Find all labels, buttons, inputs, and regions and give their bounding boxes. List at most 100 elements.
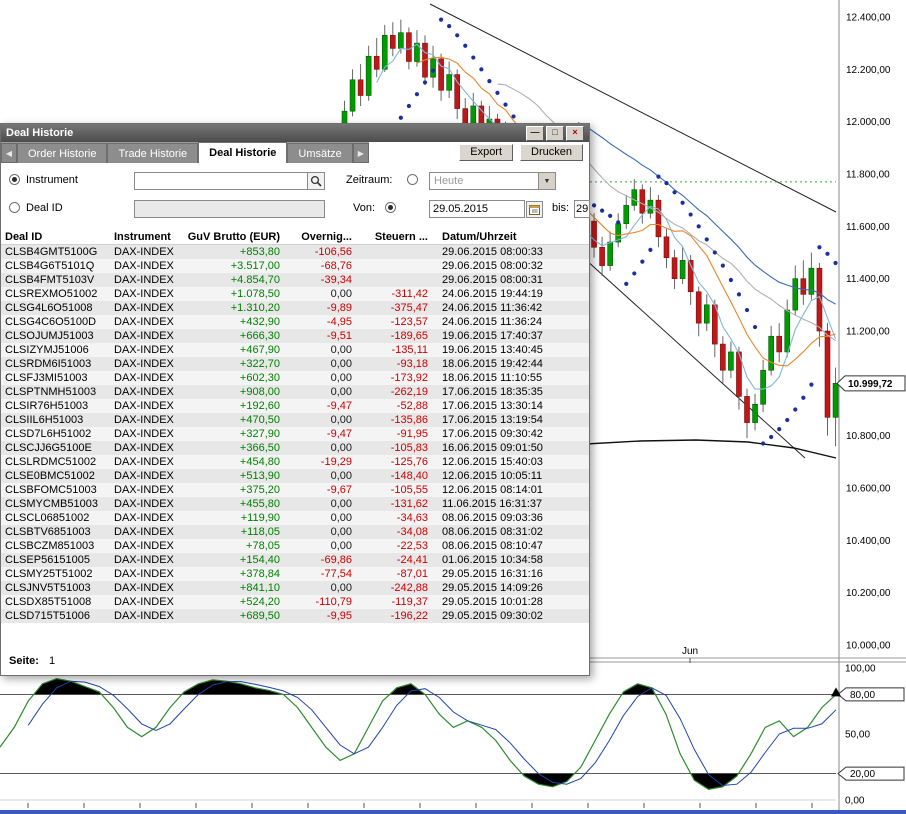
window-titlebar[interactable]: Deal Historie — □ × (1, 124, 589, 142)
table-row[interactable]: CLSCJJ6G5100E DAX-INDEX +366,50 0,00 -105,83… (1, 441, 589, 455)
candle-body (591, 220, 597, 248)
table-cell: CLSPTNMH51003 (5, 386, 97, 398)
table-cell: +118,05 (240, 526, 280, 538)
table-row[interactable]: CLSIIL6H51003 DAX-INDEX +470,50 0,00 -135,86… (1, 413, 589, 427)
table-row[interactable]: CLSBCZM851003 DAX-INDEX +78,05 0,00 -22,53 08… (1, 539, 589, 553)
table-cell: DAX-INDEX (114, 344, 174, 356)
oscillator-level-label: 100,00 (845, 664, 876, 675)
table-row[interactable]: CLSFJ3MI51003 DAX-INDEX +602,30 0,00 -173,92… (1, 371, 589, 385)
table-row[interactable]: CLSMYCMB51003 DAX-INDEX +455,80 0,00 -131,62… (1, 497, 589, 511)
candle-body (816, 267, 823, 332)
tab-order-historie[interactable]: Order Historie (17, 143, 108, 163)
sar-dot (503, 102, 508, 107)
dealid-radio[interactable] (9, 202, 20, 213)
table-row[interactable]: CLSBFOMC51003 DAX-INDEX +375,20 -9,67 -105,5… (1, 483, 589, 497)
table-row[interactable]: CLSRDM6I51003 DAX-INDEX +322,70 0,00 -93,18 1… (1, 357, 589, 371)
table-cell: CLSRDM6I51003 (5, 358, 92, 370)
tab-trade-historie[interactable]: Trade Historie (107, 143, 199, 163)
deal-history-window: Deal Historie — □ × ◀ Order Historie Tra… (0, 123, 590, 676)
instrument-search-input[interactable] (134, 172, 308, 190)
table-row[interactable]: CLSD715T51006 DAX-INDEX +689,50 -9,95 -196,2… (1, 609, 589, 623)
calendar-button[interactable] (526, 201, 543, 218)
table-cell: CLSD7L6H51002 (5, 428, 92, 440)
sar-dot (439, 17, 444, 22)
von-date-input[interactable] (429, 200, 525, 218)
instrument-radio[interactable] (9, 174, 20, 185)
long-moving-average (585, 439, 837, 459)
table-row[interactable]: CLSREXMO51002 DAX-INDEX +1.078,50 0,00 -311,… (1, 287, 589, 301)
close-icon[interactable]: × (566, 125, 584, 141)
table-row[interactable]: CLSE0BMC51002 DAX-INDEX +513,90 0,00 -148,40… (1, 469, 589, 483)
candle-body (679, 260, 686, 279)
table-row[interactable]: CLSDX85T51008 DAX-INDEX +524,20 -110,79 -119… (1, 595, 589, 609)
table-row[interactable]: CLSD7L6H51002 DAX-INDEX +327,90 -9,47 -91,95… (1, 427, 589, 441)
table-cell: CLSIR76H51003 (5, 400, 89, 412)
table-row[interactable]: CLSPTNMH51003 DAX-INDEX +908,00 0,00 -262,19… (1, 385, 589, 399)
calendar-icon (529, 205, 540, 215)
export-button[interactable]: Export (459, 144, 514, 161)
table-row[interactable]: CLSB4GMT5100G DAX-INDEX +853,80 -106,56 29.0… (1, 245, 589, 259)
oscillator-level-label: 50,00 (845, 730, 870, 741)
table-row[interactable]: CLSLRDMC51002 DAX-INDEX +454,80 -19,29 -125,… (1, 455, 589, 469)
table-cell: -148,40 (390, 470, 428, 482)
sar-dot (624, 281, 629, 286)
tab-deal-historie[interactable]: Deal Historie (198, 142, 288, 163)
candle-body (454, 74, 461, 109)
candle-body (760, 369, 766, 405)
table-row[interactable]: CLSG4L6O51008 DAX-INDEX +1.310,20 -9,89 -375… (1, 301, 589, 315)
table-row[interactable]: CLSIR76H51003 DAX-INDEX +192,60 -9,47 -52,88… (1, 399, 589, 413)
table-row[interactable]: CLSEP56151005 DAX-INDEX +154,40 -69,86 -24,4… (1, 553, 589, 567)
dealid-input[interactable] (134, 200, 325, 218)
table-cell: 17.06.2015 09:30:42 (442, 428, 543, 440)
table-row[interactable]: CLSG4C6O5100D DAX-INDEX +432,90 -4,95 -123,5… (1, 315, 589, 329)
table-cell: 08.06.2015 08:10:47 (442, 540, 543, 552)
candle-body (349, 79, 356, 112)
col-deal-id: Deal ID (5, 230, 43, 243)
table-cell: DAX-INDEX (114, 512, 174, 524)
zeitraum-radio[interactable] (407, 174, 418, 185)
candle-body (695, 291, 702, 324)
table-cell: -375,47 (390, 302, 428, 314)
table-cell: 11.06.2015 16:31:37 (442, 498, 543, 510)
sar-dot (761, 441, 766, 446)
table-cell: -24,41 (396, 554, 428, 566)
zeitraum-dropdown[interactable]: Heute ▼ (429, 172, 556, 190)
table-cell: -189,65 (390, 330, 428, 342)
tab-scroll-right-icon[interactable]: ▶ (352, 143, 369, 163)
drucken-button[interactable]: Drucken (520, 144, 583, 161)
table-cell: -196,22 (390, 610, 428, 622)
deal-table-body: CLSB4GMT5100G DAX-INDEX +853,80 -106,56 29.0… (1, 245, 589, 623)
tab-scroll-left-icon[interactable]: ◀ (1, 143, 17, 163)
table-row[interactable]: CLSOJUMJ51003 DAX-INDEX +666,30 -9,51 -189,6… (1, 329, 589, 343)
table-cell: 29.06.2015 08:00:33 (442, 246, 543, 258)
table-row[interactable]: CLSIZYMJ51006 DAX-INDEX +467,90 0,00 -135,11… (1, 343, 589, 357)
sar-dot (696, 224, 701, 229)
minimize-icon[interactable]: — (526, 125, 544, 141)
window-controls: — □ × (526, 125, 584, 141)
search-button[interactable] (307, 172, 325, 190)
table-row[interactable]: CLSJNV5T51003 DAX-INDEX +841,10 0,00 -242,88… (1, 581, 589, 595)
sar-dot (430, 68, 436, 73)
table-cell: DAX-INDEX (114, 372, 174, 384)
candle-body (687, 260, 694, 293)
table-cell: CLSB4G6T5101Q (5, 260, 95, 272)
sar-dot (463, 43, 468, 48)
moving-average-line (577, 122, 836, 305)
table-cell: 0,00 (330, 372, 352, 384)
price-marker-label: 10.999,72 (848, 379, 893, 390)
table-row[interactable]: CLSCL06851002 DAX-INDEX +119,90 0,00 -34,63 0… (1, 511, 589, 525)
sar-dot (479, 67, 484, 72)
table-cell: CLSB4FMT5103V (5, 274, 95, 286)
table-cell: +327,90 (239, 428, 280, 440)
table-row[interactable]: CLSB4G6T5101Q DAX-INDEX +3.517,00 -68,76 29.… (1, 259, 589, 273)
tab-umsaetze[interactable]: Umsätze (287, 143, 353, 163)
bis-date-input[interactable] (574, 200, 590, 218)
von-radio[interactable] (385, 202, 396, 213)
table-row[interactable]: CLSBTV6851003 DAX-INDEX +118,05 0,00 -34,08 0… (1, 525, 589, 539)
price-axis-label: 12.200,00 (846, 65, 891, 76)
maximize-icon[interactable]: □ (546, 125, 564, 141)
table-row[interactable]: CLSB4FMT5103V DAX-INDEX +4.854,70 -39,34 29.… (1, 273, 589, 287)
table-row[interactable]: CLSMY25T51002 DAX-INDEX +378,84 -77,54 -87,0… (1, 567, 589, 581)
price-axis-label: 11.400,00 (846, 274, 890, 285)
